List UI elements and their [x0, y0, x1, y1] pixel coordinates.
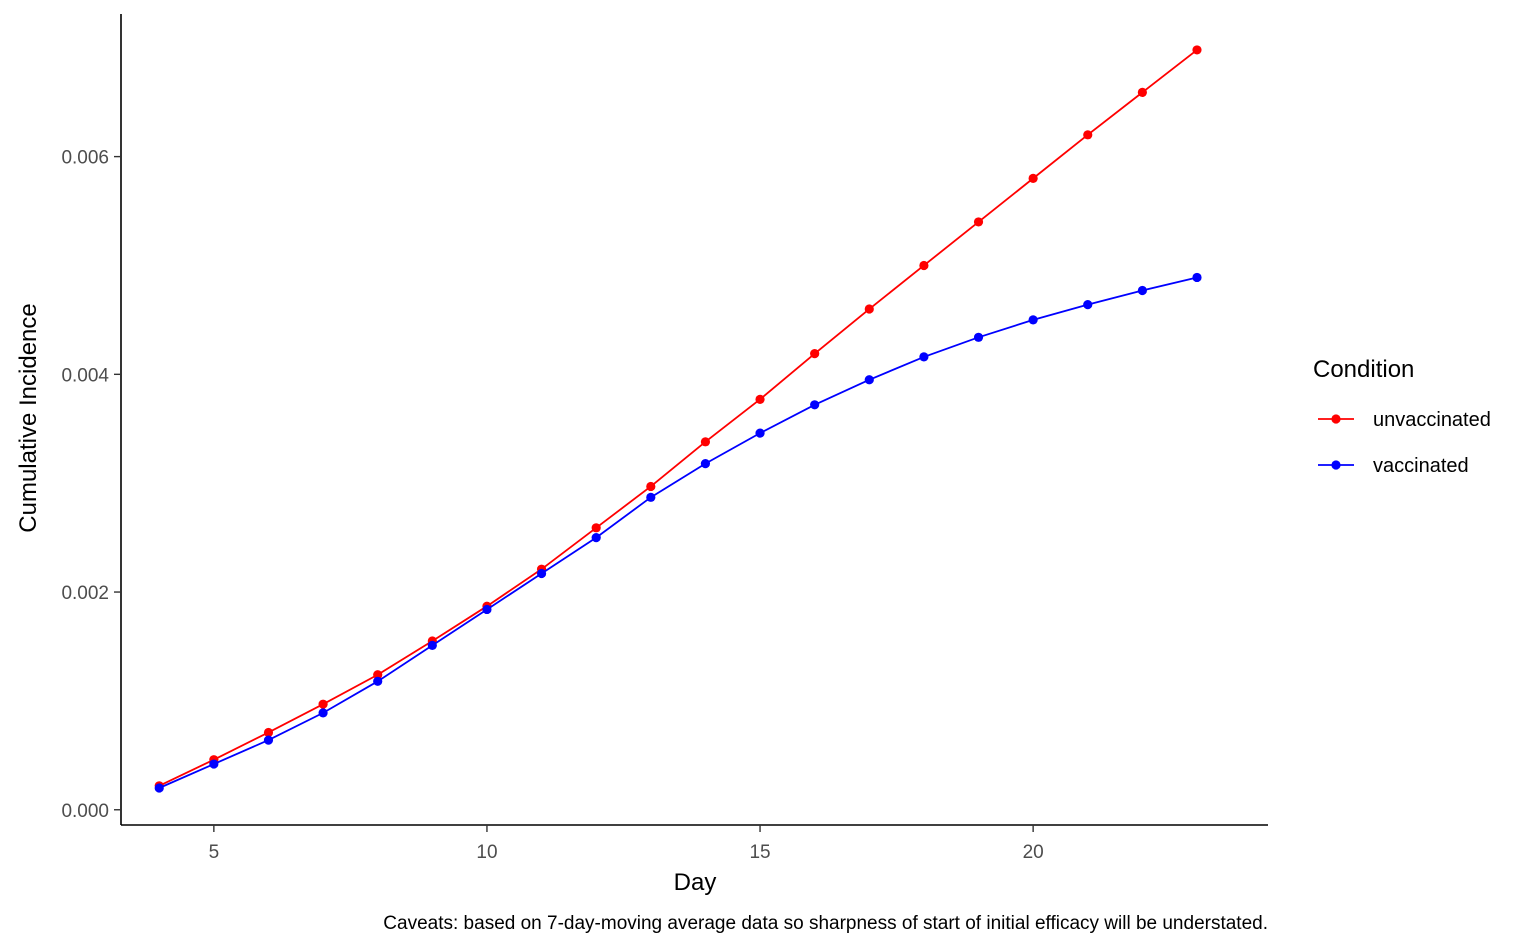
data-point-vaccinated	[919, 352, 929, 362]
series-line-vaccinated	[158, 276, 1198, 789]
data-point-vaccinated	[154, 783, 164, 793]
chart-caption: Caveats: based on 7-day-moving average d…	[383, 913, 1268, 934]
data-point-vaccinated	[646, 492, 656, 502]
legend-label-vaccinated: vaccinated	[1373, 455, 1469, 477]
data-point-vaccinated	[263, 735, 274, 745]
data-point-unvaccinated	[919, 260, 929, 271]
data-point-unvaccinated	[591, 523, 601, 533]
y-tick-label: 0.000	[61, 801, 109, 822]
plot-area	[154, 45, 1202, 793]
y-tick-label: 0.006	[61, 148, 109, 169]
data-point-vaccinated	[318, 708, 328, 718]
legend-key-point	[1331, 414, 1341, 424]
legend-title: Condition	[1313, 356, 1414, 383]
data-point-unvaccinated	[1137, 87, 1147, 97]
legend: Condition unvaccinated vaccinated	[1313, 356, 1491, 477]
data-point-unvaccinated	[1028, 173, 1038, 183]
data-point-vaccinated	[755, 428, 765, 438]
data-point-unvaccinated	[373, 670, 383, 680]
data-point-vaccinated	[700, 458, 711, 469]
data-point-unvaccinated	[646, 481, 656, 492]
axis-ticks: 5 10 15 20 0.000 0.002 0.004 0.006	[61, 148, 1043, 863]
x-axis-title: Day	[674, 869, 717, 896]
data-point-unvaccinated	[810, 349, 820, 359]
data-point-unvaccinated	[864, 304, 874, 314]
data-point-vaccinated	[864, 375, 874, 385]
data-point-vaccinated	[1083, 300, 1093, 310]
data-point-vaccinated	[591, 533, 601, 543]
y-axis-title: Cumulative Incidence	[15, 303, 42, 532]
legend-key-point	[1331, 460, 1341, 470]
data-point-unvaccinated	[973, 217, 984, 227]
data-point-vaccinated	[1028, 315, 1038, 325]
data-point-vaccinated	[1137, 285, 1147, 296]
data-point-vaccinated	[973, 332, 984, 342]
data-point-vaccinated	[373, 676, 383, 686]
data-point-unvaccinated	[1192, 45, 1202, 55]
y-tick-label: 0.004	[61, 365, 109, 386]
axes	[120, 14, 1268, 826]
data-point-vaccinated	[1192, 272, 1202, 283]
series-line-unvaccinated	[158, 49, 1198, 787]
data-point-unvaccinated	[755, 394, 765, 404]
data-point-vaccinated	[427, 640, 437, 650]
legend-label-unvaccinated: unvaccinated	[1373, 409, 1491, 431]
data-point-vaccinated	[209, 759, 219, 769]
x-tick-label: 20	[1023, 842, 1044, 863]
data-point-vaccinated	[536, 568, 547, 579]
data-point-vaccinated	[810, 400, 820, 410]
y-tick-label: 0.002	[61, 583, 109, 604]
x-tick-label: 15	[749, 842, 770, 863]
data-point-vaccinated	[482, 604, 492, 615]
x-tick-label: 5	[209, 842, 220, 863]
data-point-unvaccinated	[318, 699, 328, 709]
data-point-unvaccinated	[263, 727, 274, 738]
x-tick-label: 10	[476, 842, 497, 863]
data-point-unvaccinated	[700, 437, 711, 447]
data-point-unvaccinated	[1083, 130, 1093, 140]
